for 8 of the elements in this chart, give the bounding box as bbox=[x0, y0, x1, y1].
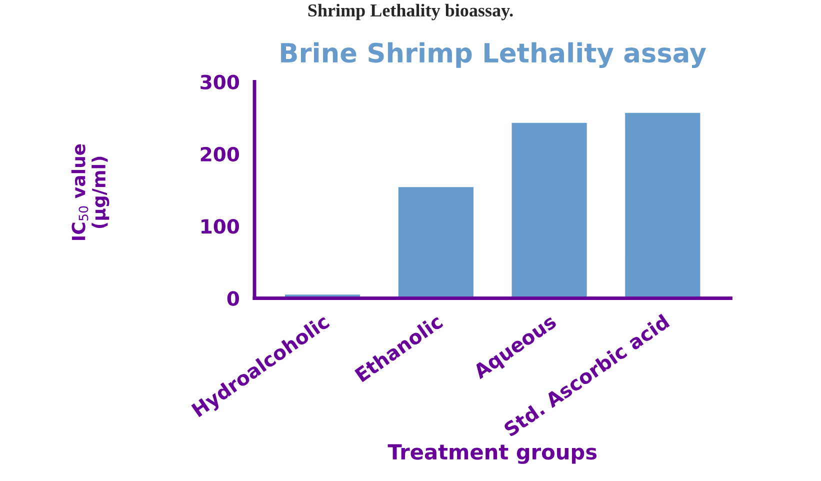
y-tick-label: 200 bbox=[200, 146, 239, 162]
y-tick-label: 100 bbox=[202, 219, 239, 234]
x-axis-title: Treatment groups bbox=[388, 444, 597, 464]
y-tick-label: 0 bbox=[227, 291, 239, 306]
y-axis-title: IC$_{50}$ value (µg/ml) bbox=[71, 144, 110, 240]
chart-title: Brine Shrimp Lethality assay bbox=[281, 42, 706, 68]
y-tick-label: 300 bbox=[200, 74, 239, 90]
text: Shrimp Lethality bioassay. bbox=[308, 4, 513, 20]
